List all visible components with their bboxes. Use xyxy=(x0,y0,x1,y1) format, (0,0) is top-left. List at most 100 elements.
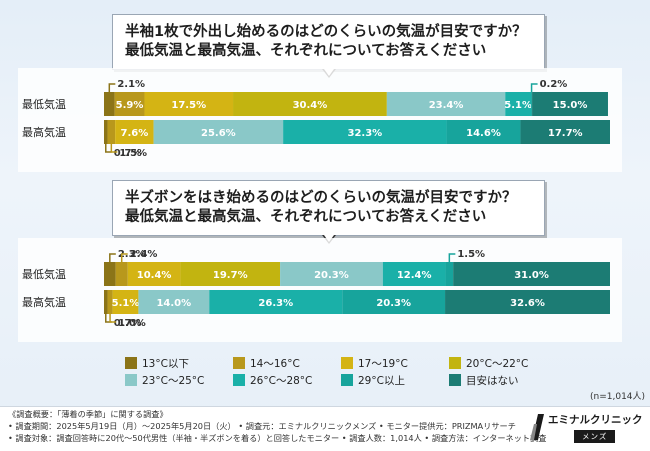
row-label: 最高気温 xyxy=(22,125,66,139)
stacked-bar-chart-2: 最低気温 2.3%2.4% 10.4% 19.7% 20.3% 12.4% 1.5% 31.0… xyxy=(22,249,610,329)
legend-item: 14～16°C xyxy=(233,357,300,371)
data-label: 5.9% xyxy=(116,100,144,111)
bar-segment xyxy=(114,92,145,116)
data-label: 25.6% xyxy=(201,128,236,139)
data-label: 10.4% xyxy=(137,270,172,281)
legend-item: 23°C～25°C xyxy=(125,374,204,388)
data-label: 32.3% xyxy=(347,128,382,139)
bar-segment xyxy=(453,262,610,286)
data-label: 17.5% xyxy=(171,100,206,111)
data-label: 1.0% xyxy=(118,318,146,329)
callout-line xyxy=(530,83,538,92)
clinic-logo: エミナルクリニック メンズ xyxy=(530,410,643,444)
bar-segment xyxy=(107,120,116,144)
bar-segment xyxy=(115,262,128,286)
bar-segment xyxy=(209,290,343,314)
row-label: 最低気温 xyxy=(22,97,66,111)
row-label: 最低気温 xyxy=(22,267,66,281)
bar-segment xyxy=(505,92,532,116)
legend-item: 20°C～22°C xyxy=(449,357,528,371)
stacked-bar-chart-1: 最低気温 2.1% 5.9% 17.5% 30.4% 23.4% 5.1% 0.2% 15.0%… xyxy=(22,79,610,159)
callout-line xyxy=(120,253,128,262)
legend-item: 13°C以下 xyxy=(125,357,189,371)
data-label: 23.4% xyxy=(429,100,464,111)
data-label: 5.1% xyxy=(112,298,140,309)
bar-segment xyxy=(144,92,234,116)
bar-segment xyxy=(342,290,446,314)
data-label: 1.5% xyxy=(457,249,485,260)
survey-period: • 調査期間：2025年5月19日（月）～2025年5月20日（火） • 調査元… xyxy=(8,421,516,431)
bar-segment xyxy=(138,290,210,314)
question-box-2: 半ズボンをはき始めるのはどのくらいの気温が目安ですか？ 最低気温と最高気温、それ… xyxy=(112,180,545,244)
logo-name: エミナルクリニック xyxy=(548,414,643,426)
legend-item: 17～19°C xyxy=(341,357,408,371)
legend-swatch xyxy=(233,374,245,386)
legend-item: 26°C～28°C xyxy=(233,374,312,388)
chart-panel-1: 最低気温 2.1% 5.9% 17.5% 30.4% 23.4% 5.1% 0.2% 15.0%… xyxy=(18,68,622,172)
data-label: 2.3% xyxy=(118,249,146,260)
chart-panel-2: 最低気温 2.3% 2.4% 10.4% 19.7% 20.3% 12.4% 1.5% 31.0… xyxy=(18,238,622,342)
bar-segment xyxy=(127,262,181,286)
callout-line xyxy=(448,253,456,262)
survey-target: • 調査対象：調査回答時に20代～50代男性（半袖・半ズボンを着る）と回答したモ… xyxy=(8,433,547,443)
legend-item: 目安はない xyxy=(449,374,519,388)
question-1-line-1: 半袖1枚で外出し始めるのはどのくらいの気温が目安ですか？ xyxy=(125,24,527,40)
question-box-1: 半袖1枚で外出し始めるのはどのくらいの気温が目安ですか？ 最低気温と最高気温、そ… xyxy=(112,14,545,78)
data-label: 0.7% xyxy=(114,148,142,159)
data-label: 14.0% xyxy=(156,298,191,309)
survey-title: 《調査概要：「薄着の季節」に関する調査》 xyxy=(8,409,168,419)
callout-line xyxy=(109,314,117,323)
bar-segment xyxy=(280,262,383,286)
bar-segment xyxy=(445,290,610,314)
data-label: 7.6% xyxy=(120,128,148,139)
data-label: 2.1% xyxy=(117,79,145,90)
bar-segment xyxy=(233,92,387,116)
bar-segment xyxy=(104,120,108,144)
callout-line xyxy=(109,253,116,262)
legend-swatch xyxy=(449,357,461,369)
data-label: 12.4% xyxy=(397,270,432,281)
bar-segment xyxy=(107,290,113,314)
bar-segment xyxy=(153,120,284,144)
bar-segment xyxy=(283,120,447,144)
bar-segment xyxy=(104,262,116,286)
data-label: 30.4% xyxy=(293,100,328,111)
data-label: 14.6% xyxy=(466,128,501,139)
data-label: 32.6% xyxy=(510,298,545,309)
legend-swatch xyxy=(125,374,137,386)
logo-mark-icon xyxy=(530,414,544,440)
sample-size-label: (n=1,014人) xyxy=(590,392,646,402)
legend-swatch xyxy=(449,374,461,386)
data-label: 1.5% xyxy=(119,148,147,159)
legend-swatch xyxy=(341,374,353,386)
bar-segment xyxy=(180,262,281,286)
data-label: 0.7% xyxy=(114,318,142,329)
bar-segment xyxy=(115,120,154,144)
data-label: 15.0% xyxy=(553,100,588,111)
callout-line xyxy=(110,144,118,153)
logo-sub: メンズ xyxy=(574,430,616,443)
callout-line xyxy=(105,144,112,153)
bar-segment xyxy=(532,92,608,116)
question-2-line-2: 最低気温と最高気温、それぞれについてお答えください xyxy=(125,209,487,225)
bar-segment xyxy=(445,262,454,286)
bar-segment xyxy=(104,290,108,314)
question-2-line-1: 半ズボンをはき始めるのはどのくらいの気温が目安ですか？ xyxy=(125,190,517,206)
callout-line xyxy=(108,83,116,92)
bar-segment xyxy=(520,120,610,144)
data-label: 17.7% xyxy=(548,128,583,139)
legend-swatch xyxy=(125,357,137,369)
legend-swatch xyxy=(233,357,245,369)
data-label: 26.3% xyxy=(258,298,293,309)
legend-item: 29°C以上 xyxy=(341,374,405,388)
data-label: 31.0% xyxy=(514,270,549,281)
data-label: 2.4% xyxy=(130,249,158,260)
bar-segment xyxy=(531,92,533,116)
data-label: 20.3% xyxy=(376,298,411,309)
question-1-line-2: 最低気温と最高気温、それぞれについてお答えください xyxy=(125,43,487,59)
data-label: 5.1% xyxy=(504,100,532,111)
data-label: 20.3% xyxy=(314,270,349,281)
data-label: 0.2% xyxy=(540,79,568,90)
footer: 《調査概要：「薄着の季節」に関する調査》 • 調査期間：2025年5月19日（月… xyxy=(0,406,650,451)
callout-line xyxy=(105,314,112,323)
